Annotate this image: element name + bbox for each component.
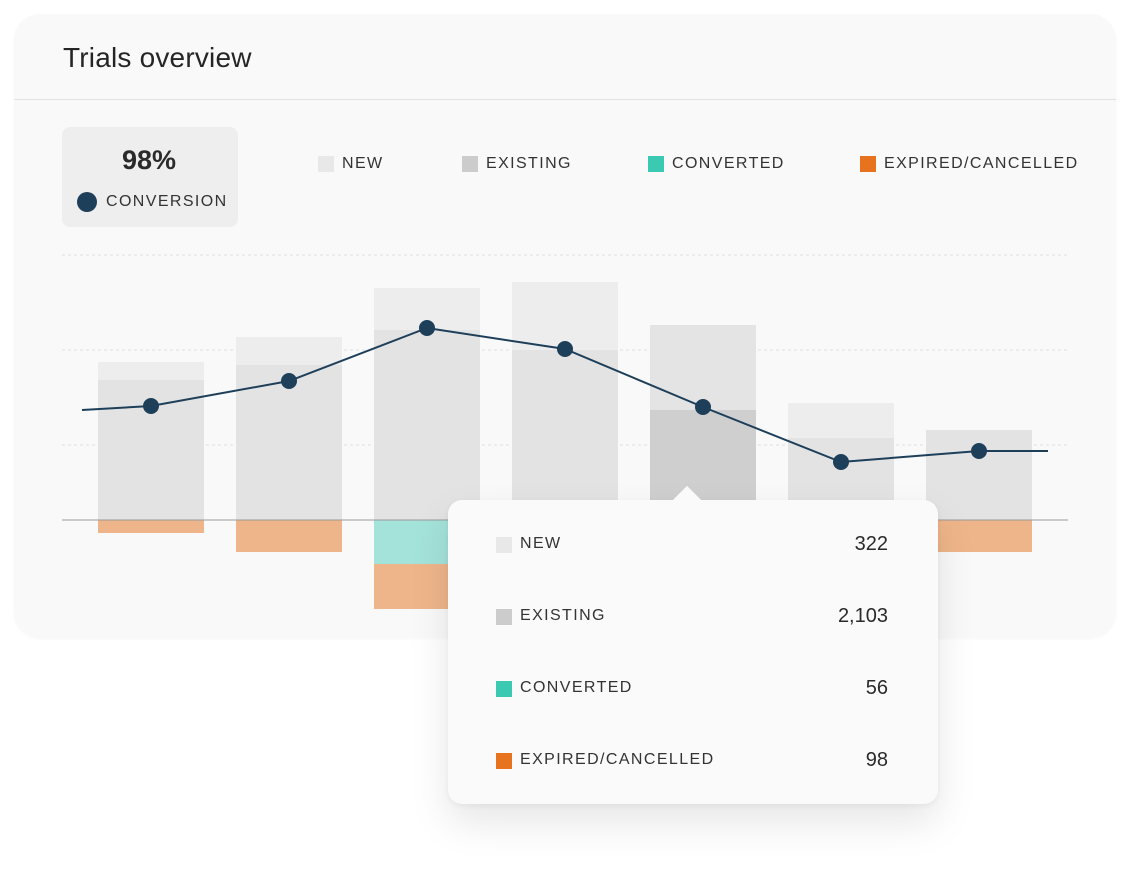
bar-new-5 bbox=[650, 325, 756, 410]
tooltip-swatch-expired-cancelled bbox=[496, 753, 512, 769]
tooltip-label-expired-cancelled: EXPIRED/CANCELLED bbox=[520, 751, 715, 768]
tooltip-row-new: NEW 322 bbox=[496, 533, 888, 557]
bar-existing-2 bbox=[236, 365, 342, 520]
bar-new-4 bbox=[512, 282, 618, 350]
card-title: Trials overview bbox=[63, 42, 252, 73]
tooltip-label-converted: CONVERTED bbox=[520, 679, 633, 696]
bar-new-2 bbox=[236, 337, 342, 365]
bar-expired-cancelled-7 bbox=[926, 520, 1032, 552]
tooltip-row-existing: EXISTING 2,103 bbox=[496, 605, 888, 629]
conversion-point-3 bbox=[419, 320, 435, 336]
tooltip-swatch-converted bbox=[496, 681, 512, 697]
conversion-point-5 bbox=[695, 399, 711, 415]
conversion-value: 98% bbox=[121, 145, 177, 175]
conversion-dot-icon bbox=[77, 192, 97, 212]
legend-label-existing: EXISTING bbox=[486, 155, 572, 172]
bar-existing-3 bbox=[374, 330, 480, 520]
bar-new-6 bbox=[788, 403, 894, 438]
tooltip-row-converted: CONVERTED 56 bbox=[496, 677, 888, 701]
conversion-point-4 bbox=[557, 341, 573, 357]
conversion-kpi: 98% CONVERSION bbox=[62, 127, 238, 227]
legend-swatch-existing bbox=[462, 156, 478, 172]
conversion-point-2 bbox=[281, 373, 297, 389]
legend-swatch-expired-cancelled bbox=[860, 156, 876, 172]
tooltip-value-converted: 56 bbox=[865, 677, 888, 699]
bar-expired-cancelled-2 bbox=[236, 520, 342, 552]
conversion-point-1 bbox=[143, 398, 159, 414]
legend-swatch-converted bbox=[648, 156, 664, 172]
tooltip-label-existing: EXISTING bbox=[520, 607, 606, 624]
tooltip-swatch-existing bbox=[496, 609, 512, 625]
legend-label-expired-cancelled: EXPIRED/CANCELLED bbox=[884, 155, 1079, 172]
tooltip-label-new: NEW bbox=[520, 535, 562, 552]
bar-existing-4 bbox=[512, 350, 618, 520]
tooltip-value-existing: 2,103 bbox=[837, 605, 888, 627]
title-divider bbox=[14, 99, 1116, 100]
bar-new-1 bbox=[98, 362, 204, 380]
conversion-point-6 bbox=[833, 454, 849, 470]
tooltip-value-expired-cancelled: 98 bbox=[865, 749, 888, 771]
conversion-point-7 bbox=[971, 443, 987, 459]
legend-label-converted: CONVERTED bbox=[672, 155, 785, 172]
tooltip-swatch-new bbox=[496, 537, 512, 553]
bar-tooltip: NEW 322 EXISTING 2,103 CONVERTED 56 EXPI… bbox=[448, 485, 938, 804]
tooltip-row-expired-cancelled: EXPIRED/CANCELLED 98 bbox=[496, 749, 888, 773]
legend-label-new: NEW bbox=[342, 155, 384, 172]
tooltip-value-new: 322 bbox=[854, 533, 888, 555]
conversion-label: CONVERSION bbox=[106, 193, 228, 210]
bar-expired-cancelled-1 bbox=[98, 520, 204, 533]
legend-swatch-new bbox=[318, 156, 334, 172]
